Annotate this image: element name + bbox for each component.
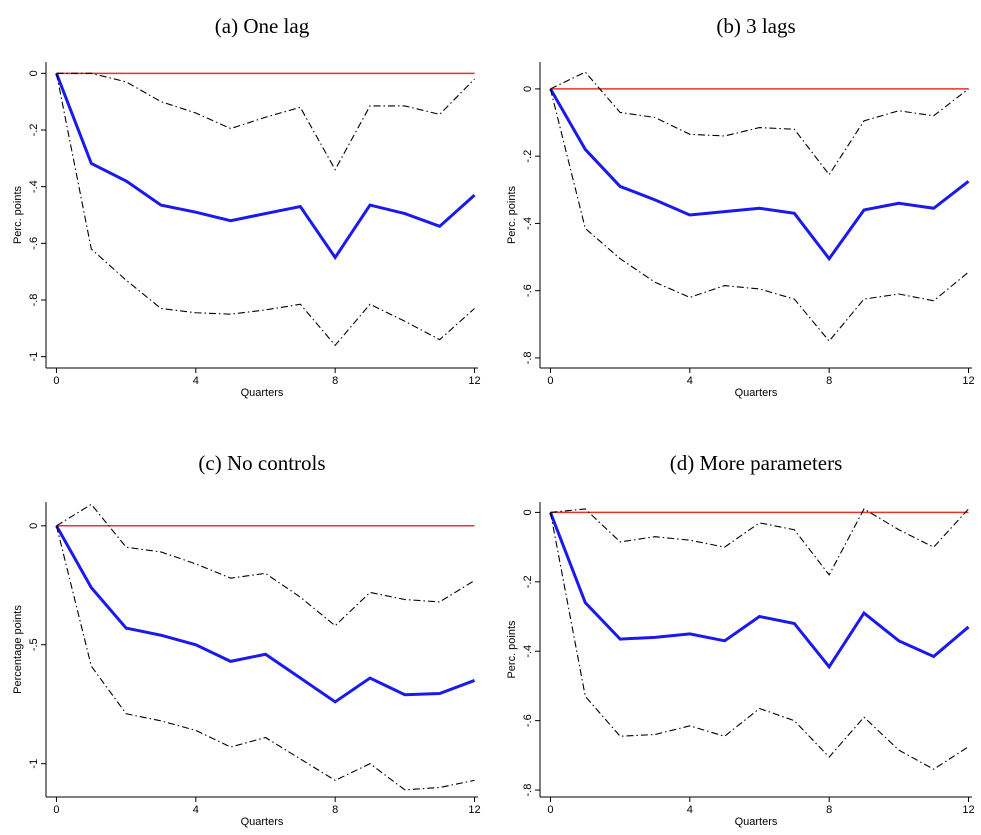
estimate-line — [549, 88, 970, 262]
y-tick-label: -.4 — [28, 180, 40, 193]
confidence-band — [56, 72, 475, 171]
x-axis-label: Quarters — [241, 816, 284, 828]
x-tick-label: 0 — [547, 375, 553, 387]
x-axis-label: Quarters — [241, 387, 284, 399]
y-tick-label: -.6 — [522, 714, 534, 727]
y-tick-label: -.8 — [28, 294, 40, 307]
x-tick-label: 0 — [547, 804, 553, 816]
x-tick-label: 12 — [468, 804, 480, 816]
estimate-line — [549, 511, 970, 670]
x-axis-label: Quarters — [735, 816, 778, 828]
y-tick-label: -.2 — [522, 575, 534, 588]
x-axis-label: Quarters — [735, 387, 778, 399]
y-tick-label: -.4 — [522, 217, 534, 230]
x-tick-label: 0 — [53, 804, 59, 816]
confidence-band — [55, 525, 475, 791]
y-axis-label: Perc. points — [506, 620, 518, 679]
y-tick-label: -1 — [28, 759, 40, 769]
y-tick-label: -.8 — [522, 784, 534, 797]
y-axis-label: Percentage points — [12, 605, 24, 694]
x-tick-label: 12 — [962, 375, 974, 387]
x-tick-label: 4 — [687, 804, 693, 816]
y-tick-label: 0 — [28, 523, 40, 529]
panel: (c) No controls -1 -.5 0 0 4 8 12 Quarters Percen… — [12, 451, 481, 828]
y-tick-label: -.2 — [28, 124, 40, 137]
estimate-line — [55, 72, 476, 261]
y-tick-label: -.2 — [522, 150, 534, 163]
x-tick-label: 8 — [826, 375, 832, 387]
x-tick-label: 8 — [826, 804, 832, 816]
y-tick-label: -.6 — [522, 284, 534, 297]
panel: (a) One lag -1 -.8 -.6 -.4 -.2 0 0 4 8 12 Quarters P… — [12, 14, 481, 399]
panel-title: (c) No controls — [198, 451, 325, 475]
y-tick-label: 0 — [28, 70, 40, 76]
confidence-band — [549, 88, 969, 342]
y-axis-label: Perc. points — [12, 185, 24, 244]
x-tick-label: 4 — [687, 375, 693, 387]
y-tick-label: -1 — [28, 352, 40, 362]
y-tick-label: -.4 — [522, 645, 534, 658]
panel: (d) More parameters -.8 -.6 -.4 -.2 0 0 4 8 12 Qua… — [506, 451, 975, 828]
y-tick-label: -.8 — [522, 351, 534, 364]
confidence-band — [56, 503, 475, 627]
y-tick-label: 0 — [522, 86, 534, 92]
confidence-band — [55, 73, 475, 347]
y-tick-label: -.6 — [28, 237, 40, 250]
x-tick-label: 8 — [332, 375, 338, 387]
confidence-band — [550, 508, 969, 576]
estimate-line — [55, 525, 476, 704]
x-tick-label: 8 — [332, 804, 338, 816]
x-tick-label: 4 — [193, 375, 199, 387]
y-tick-label: -.5 — [28, 638, 40, 651]
x-tick-label: 12 — [962, 804, 974, 816]
confidence-band — [550, 71, 969, 176]
y-tick-label: 0 — [522, 509, 534, 515]
x-tick-label: 0 — [53, 375, 59, 387]
x-tick-label: 12 — [468, 375, 480, 387]
x-tick-label: 4 — [193, 804, 199, 816]
panel-title: (a) One lag — [215, 14, 310, 38]
panel-title: (b) 3 lags — [716, 14, 795, 38]
y-axis-label: Perc. points — [506, 185, 518, 244]
confidence-band — [549, 512, 969, 770]
panel-title: (d) More parameters — [670, 451, 843, 475]
panel: (b) 3 lags -.8 -.6 -.4 -.2 0 0 4 8 12 Quarters Perc… — [506, 14, 975, 399]
